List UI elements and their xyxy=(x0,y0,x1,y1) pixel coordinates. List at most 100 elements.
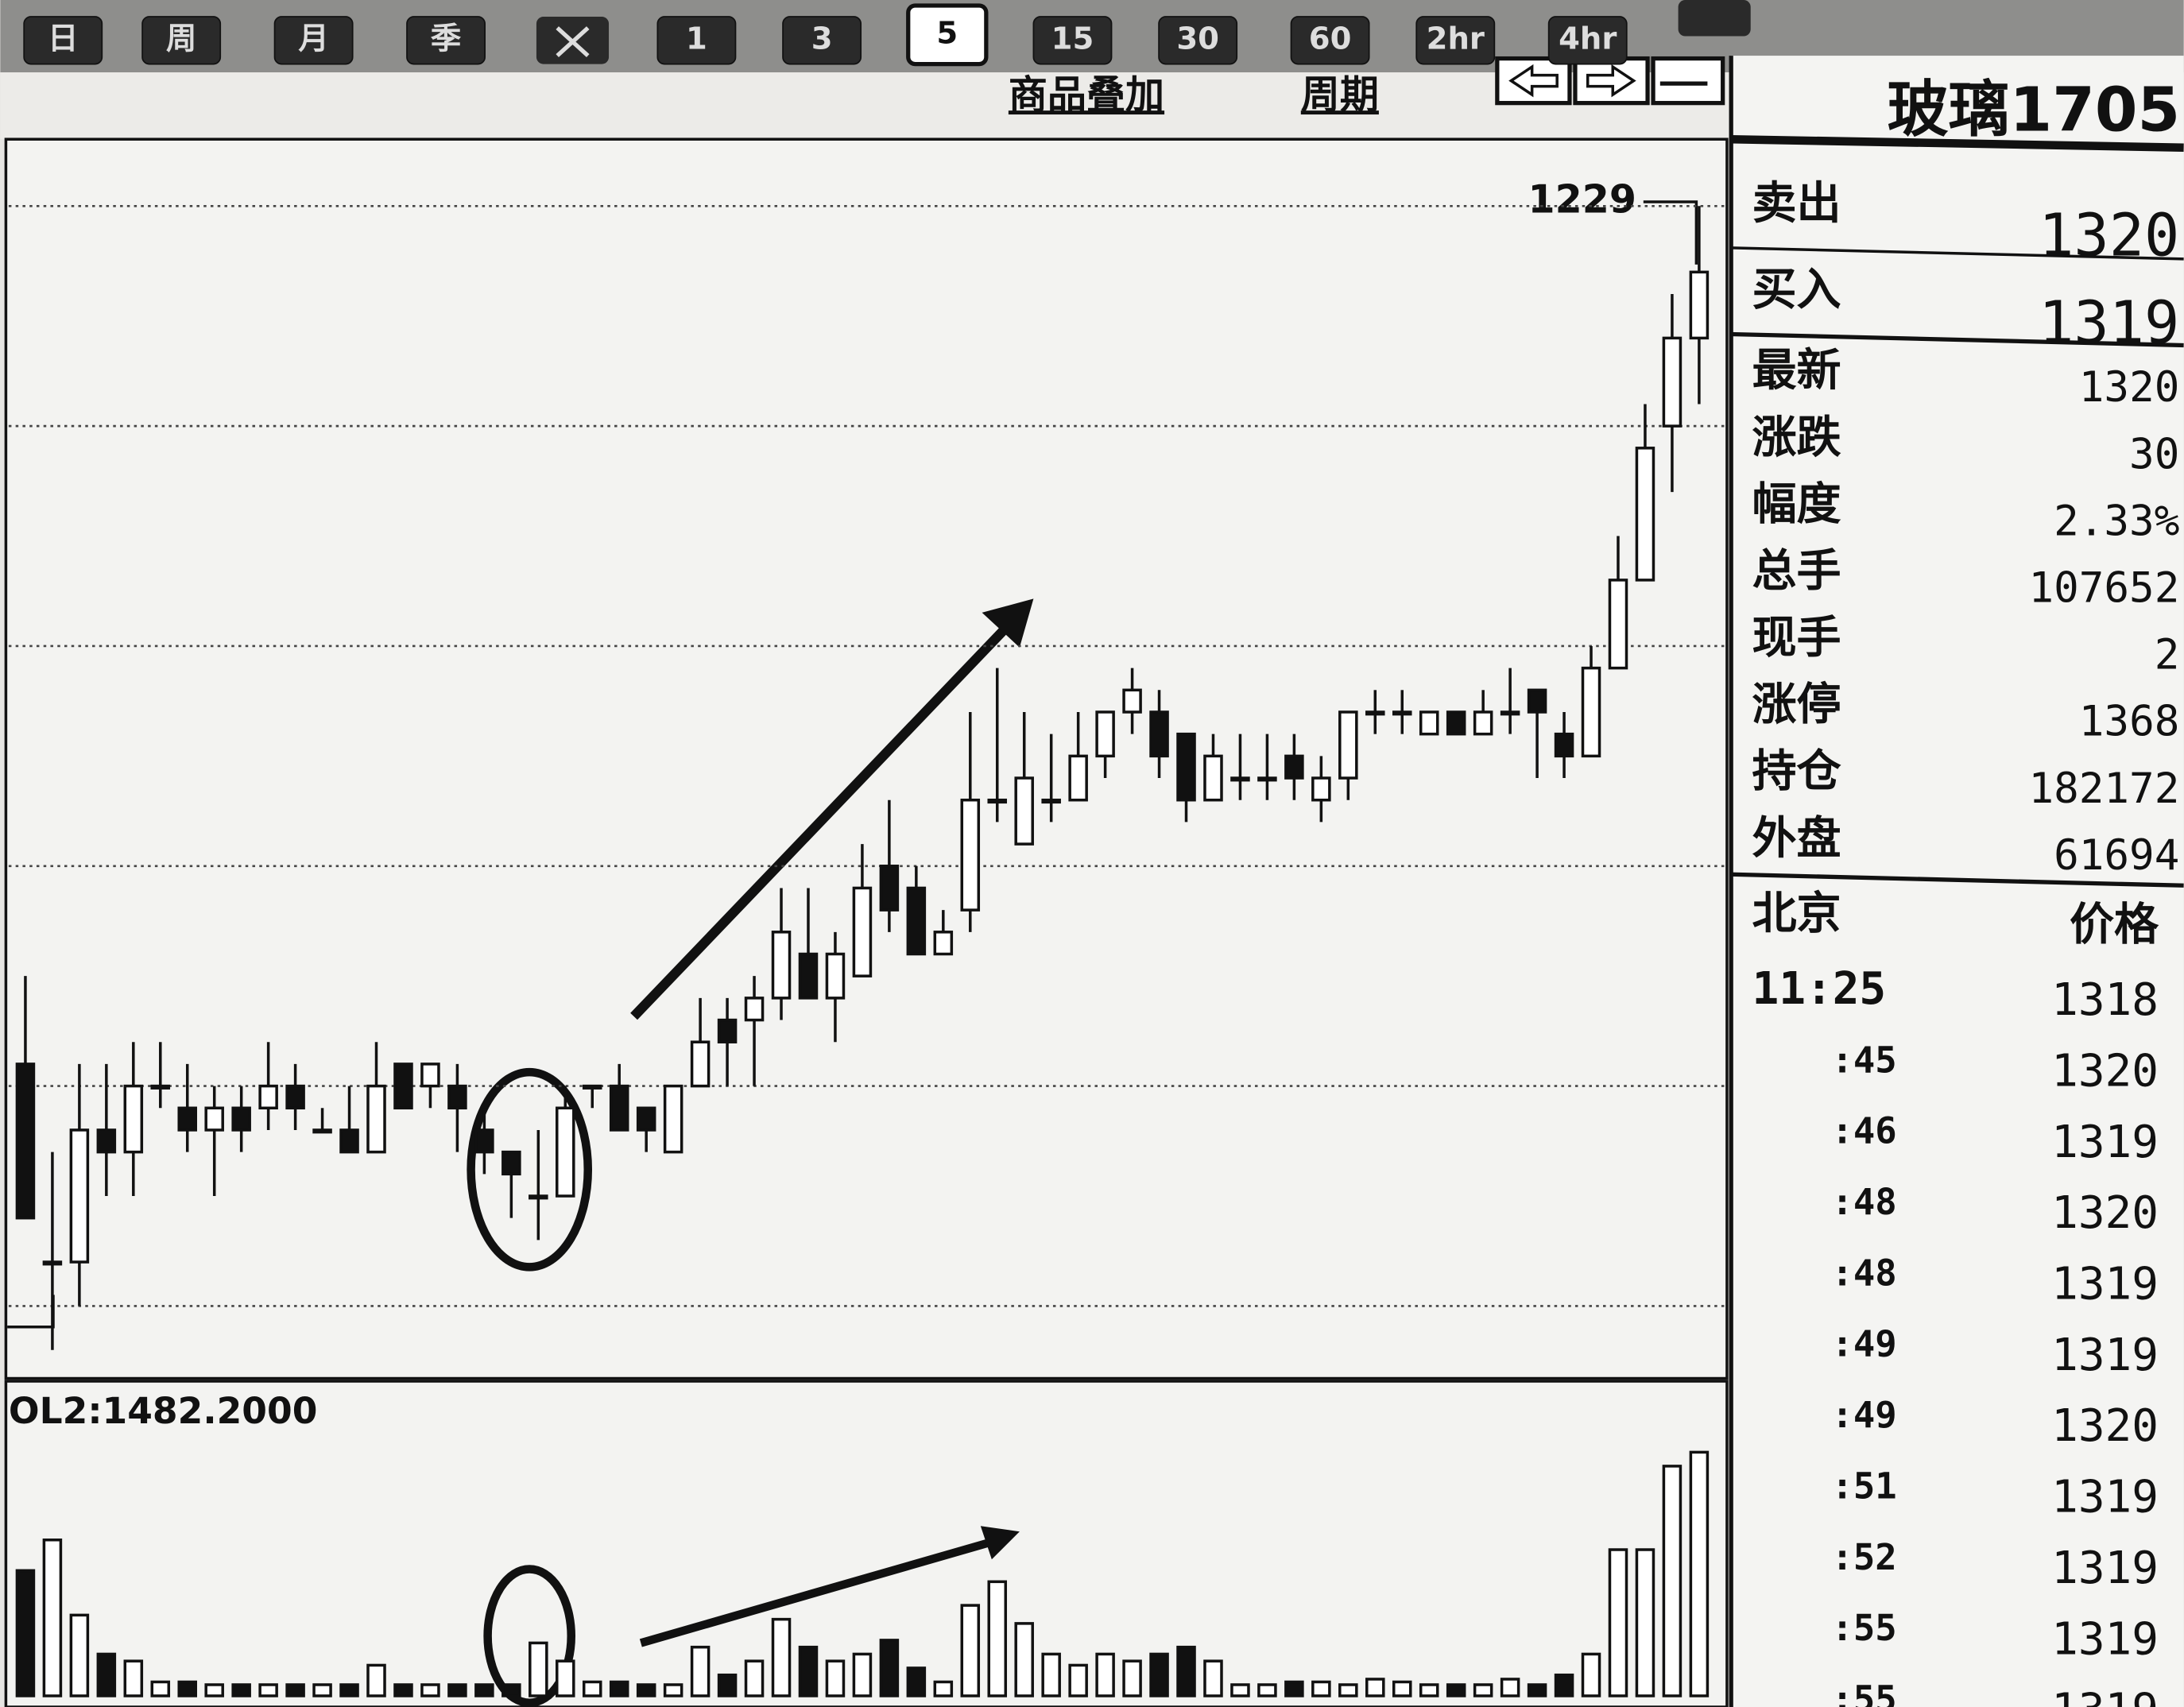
candle-body xyxy=(1419,710,1439,736)
candle-body xyxy=(339,1128,359,1154)
volume-bar xyxy=(529,1641,548,1697)
volume-bar xyxy=(285,1683,305,1697)
candle-body xyxy=(501,1150,521,1176)
period-button[interactable] xyxy=(1290,16,1370,65)
volume-bar xyxy=(933,1680,954,1697)
candle-body xyxy=(1014,776,1034,846)
tick-price: 1320 xyxy=(2051,1045,2159,1097)
candle-body xyxy=(1554,732,1574,758)
period-button[interactable] xyxy=(23,16,103,65)
candle-body xyxy=(42,1260,63,1266)
tick-price: 1319 xyxy=(2051,1613,2159,1665)
quote-value: 1320 xyxy=(2079,363,2180,412)
symbol-title: 玻璃1705 xyxy=(1887,75,2180,146)
volume-bar xyxy=(582,1680,602,1697)
volume-bar xyxy=(987,1580,1008,1697)
period-button-label: 1 xyxy=(686,21,707,56)
volume-bar xyxy=(798,1645,819,1697)
quote-label: 最新 xyxy=(1752,345,1841,397)
volume-arrow xyxy=(639,1539,990,1647)
candle-body xyxy=(204,1106,224,1132)
volume-bar xyxy=(1095,1652,1115,1697)
tick-price: 1320 xyxy=(2051,1187,2159,1239)
volume-bar xyxy=(960,1604,981,1697)
period-button-label: 30 xyxy=(1176,21,1219,56)
candle-body xyxy=(150,1084,171,1090)
candle-body xyxy=(366,1084,386,1154)
tick-price: 1319 xyxy=(2051,1685,2159,1707)
candle-body xyxy=(69,1128,90,1264)
volume-bar xyxy=(1689,1450,1710,1697)
tick-time: :46 xyxy=(1831,1110,1896,1152)
volume-bar xyxy=(15,1569,36,1697)
volume-bar xyxy=(1365,1678,1385,1697)
volume-bar xyxy=(150,1680,171,1697)
arrow-head xyxy=(980,1526,1020,1560)
period-button[interactable] xyxy=(1415,16,1496,65)
candle-body xyxy=(1608,579,1628,670)
period-button[interactable] xyxy=(406,16,486,65)
volume-bar xyxy=(69,1613,90,1697)
panel-rule xyxy=(1731,331,2184,348)
candle-body xyxy=(474,1128,494,1154)
tick-time: :52 xyxy=(1831,1536,1896,1578)
volume-label: OL2:1482.2000 xyxy=(9,1390,317,1432)
volume-bar xyxy=(1446,1683,1466,1697)
panel-rule xyxy=(1731,246,2184,261)
candle-body xyxy=(1284,754,1304,780)
volume-bar xyxy=(231,1683,251,1697)
volume-bar xyxy=(1122,1659,1142,1697)
candle-body xyxy=(1392,710,1412,716)
candle-body xyxy=(1230,776,1250,782)
menu-bar xyxy=(0,72,1732,140)
tick-time: :48 xyxy=(1831,1252,1896,1294)
period-button[interactable] xyxy=(782,16,862,65)
period-button[interactable] xyxy=(1547,16,1628,65)
candle-body xyxy=(798,952,819,1000)
volume-bar xyxy=(1230,1683,1250,1697)
period-button[interactable] xyxy=(1158,16,1238,65)
candle-body xyxy=(15,1063,36,1220)
candle-body xyxy=(231,1106,251,1132)
candle-body xyxy=(1257,776,1277,782)
volume-bar xyxy=(556,1659,575,1697)
period-button-label: 15 xyxy=(1051,21,1094,56)
period-button[interactable] xyxy=(656,16,737,65)
volume-bar xyxy=(96,1652,117,1697)
tick-time: :48 xyxy=(1831,1181,1896,1223)
volume-bar xyxy=(1392,1680,1412,1697)
highlight-circle xyxy=(467,1067,593,1272)
volume-bar xyxy=(1608,1548,1628,1697)
nav-menu[interactable] xyxy=(1651,56,1725,106)
tool-button[interactable] xyxy=(1678,0,1751,37)
volume-bar xyxy=(393,1683,413,1697)
volume-bar xyxy=(1662,1465,1683,1697)
period-button[interactable] xyxy=(273,16,354,65)
candle-body xyxy=(1149,710,1169,758)
period-button[interactable] xyxy=(1032,16,1113,65)
menu-link[interactable]: 周期 xyxy=(1301,72,1379,118)
tick-time: :55 xyxy=(1831,1607,1896,1649)
period-button-label: 2hr xyxy=(1427,21,1485,56)
candle-body xyxy=(906,886,927,956)
volume-bar xyxy=(501,1683,521,1697)
tick-price: 1319 xyxy=(2051,1259,2159,1310)
candle-body xyxy=(636,1106,656,1132)
candle-body xyxy=(258,1084,278,1110)
volume-bar xyxy=(1149,1652,1169,1697)
period-button[interactable] xyxy=(906,3,989,67)
volume-bar xyxy=(1581,1652,1601,1697)
volume-bar xyxy=(1284,1680,1304,1697)
candle-body xyxy=(609,1084,629,1132)
volume-bar xyxy=(825,1659,846,1697)
quote-label: 总手 xyxy=(1752,545,1841,597)
volume-bar xyxy=(879,1639,900,1697)
volume-bar xyxy=(1176,1645,1196,1697)
menu-link[interactable]: 商品叠加 xyxy=(1009,72,1164,118)
tool-icon xyxy=(556,26,590,58)
volume-bar xyxy=(420,1683,440,1697)
candle-body xyxy=(933,931,954,956)
volume-bar xyxy=(447,1683,467,1697)
quote-value: 182172 xyxy=(2029,764,2180,813)
period-button[interactable] xyxy=(141,16,222,65)
